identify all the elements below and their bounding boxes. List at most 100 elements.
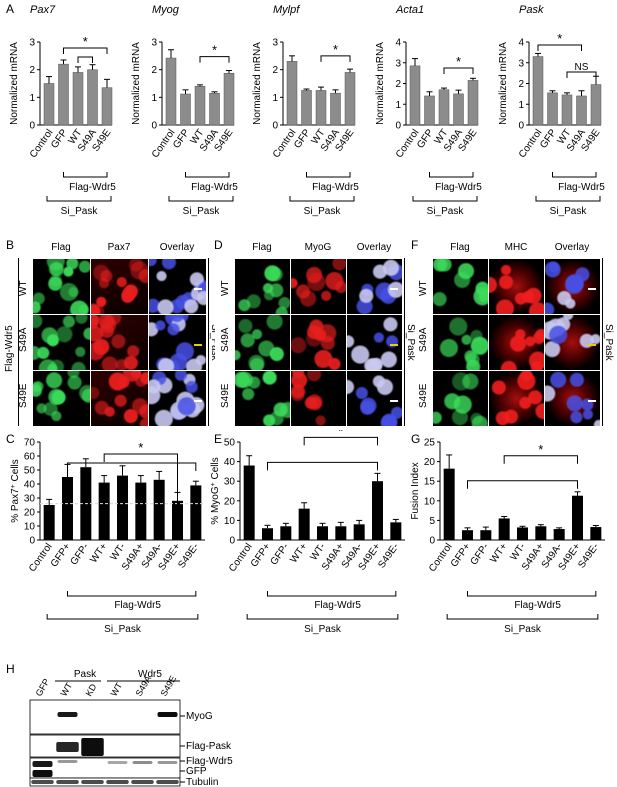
significance-label: * (333, 42, 338, 57)
bar (72, 72, 84, 126)
column-label: Flag (252, 242, 272, 253)
micrograph-overlay-s49e (346, 370, 402, 426)
si-pask-bracket (246, 614, 399, 620)
micrograph-flag-s49a (32, 314, 90, 370)
bar (98, 482, 110, 540)
y-tick-label: 20 (224, 496, 236, 507)
y-axis-label: Normalized mRNA (252, 42, 263, 125)
significance-bracket (103, 453, 178, 524)
bar (443, 468, 455, 540)
micrograph-overlay-s49e (148, 370, 206, 426)
micrograph-pax7-s49a (90, 314, 148, 370)
si-pask-bracket (168, 196, 234, 202)
micrograph-flag-s49a (234, 314, 290, 370)
bar (301, 90, 312, 126)
bar (165, 57, 177, 126)
column-label: Flag (450, 242, 470, 253)
bar (262, 528, 273, 540)
column-label: Overlay (356, 242, 392, 253)
category-label: GFP+ (49, 541, 73, 569)
group-label: Flag-Wdr5 (191, 182, 238, 193)
significance-label: * (83, 34, 88, 49)
y-tick-label: 70 (24, 438, 36, 449)
y-tick-label: 0 (395, 121, 401, 132)
group-label: Flag-Wdr5 (114, 600, 161, 611)
micrograph-myog-wt (290, 258, 346, 314)
pask-header: Pask (74, 669, 97, 680)
si-pask-side-label: Si_Pask (603, 324, 614, 361)
panel-label-c: C (6, 432, 15, 446)
bar (209, 92, 220, 126)
y-tick-label: 4 (395, 38, 401, 49)
y-axis-label: % Pax7+ Cells (10, 459, 22, 523)
band (157, 761, 178, 764)
bar (190, 485, 202, 540)
group-label: Flag-Wdr5 (558, 182, 605, 193)
bar (315, 90, 327, 126)
bar (62, 477, 73, 540)
micrograph-flag-s49a (432, 314, 488, 370)
bar (590, 527, 602, 540)
micrograph-mhc-s49e (488, 370, 544, 426)
group-label: Flag-Wdr5 (312, 182, 359, 193)
band (56, 742, 79, 752)
bar (532, 56, 544, 126)
significance-bracket (320, 55, 351, 62)
lane-label: KD (84, 682, 99, 698)
category-label: GFP- (69, 541, 92, 567)
comparison-bracket (67, 462, 197, 471)
significance-bracket (199, 56, 230, 63)
bar (453, 93, 464, 126)
band (81, 738, 104, 756)
y-tick-label: 3 (151, 38, 157, 49)
y-tick-label: 0 (29, 121, 35, 132)
scale-bar (588, 344, 596, 346)
micrograph-myog-s49a (290, 314, 346, 370)
row-label: WT (18, 280, 29, 296)
panel-label-e: E (214, 432, 223, 446)
row-label: S49E (18, 383, 29, 408)
y-axis-label: % MyoG+ Cells (210, 457, 221, 524)
bar (101, 87, 113, 126)
y-tick-label: 2 (151, 65, 157, 76)
significance-label: NS (575, 62, 589, 73)
panel-b-micrographs: Flag Pax7 Overlay WT S49A S49E Si_Pask Flag-Wdr… (0, 240, 215, 435)
category-label: WT+ (288, 541, 309, 565)
bar (335, 526, 347, 540)
micrograph-mhc-s49a (488, 314, 544, 370)
si-label: Si_Pask (61, 206, 99, 217)
micrograph-overlay-s49a (148, 314, 206, 370)
bar (424, 95, 435, 126)
bar (553, 529, 565, 540)
category-label: WT+ (488, 541, 509, 565)
gene-title: Acta1 (395, 4, 424, 16)
row-label: S49A (18, 327, 29, 352)
y-tick-label: 0 (429, 536, 435, 547)
bar (467, 80, 479, 126)
y-tick-label: 50 (224, 438, 236, 449)
gene-title: Mylpf (273, 4, 300, 16)
y-tick-label: 10 (224, 516, 236, 527)
bar (180, 93, 191, 126)
row-label: S49A (220, 327, 231, 352)
panel-e-chart: % MyoG+ Cells01020304050ControlGFP+GFP-W… (210, 430, 405, 635)
bar (317, 526, 328, 540)
category-label: WT+ (88, 541, 109, 565)
left-bracket-line (18, 258, 19, 426)
y-tick-label: 4 (518, 38, 524, 49)
significance-label: * (338, 430, 343, 438)
y-tick-label: 0 (151, 121, 157, 132)
row-label: S49E (418, 383, 429, 408)
y-tick-label: 30 (24, 494, 36, 505)
bar (390, 522, 402, 540)
column-label: MHC (504, 242, 528, 253)
y-tick-label: 40 (224, 457, 236, 468)
y-tick-label: 60 (24, 452, 36, 463)
si-label: Si_Pask (304, 206, 342, 217)
micrograph-myog-s49e (290, 370, 346, 426)
lane-label: GFP (34, 677, 52, 698)
group-label: Flag-Wdr5 (435, 182, 482, 193)
bar (576, 95, 587, 126)
micrograph-flag-wt (234, 258, 290, 314)
